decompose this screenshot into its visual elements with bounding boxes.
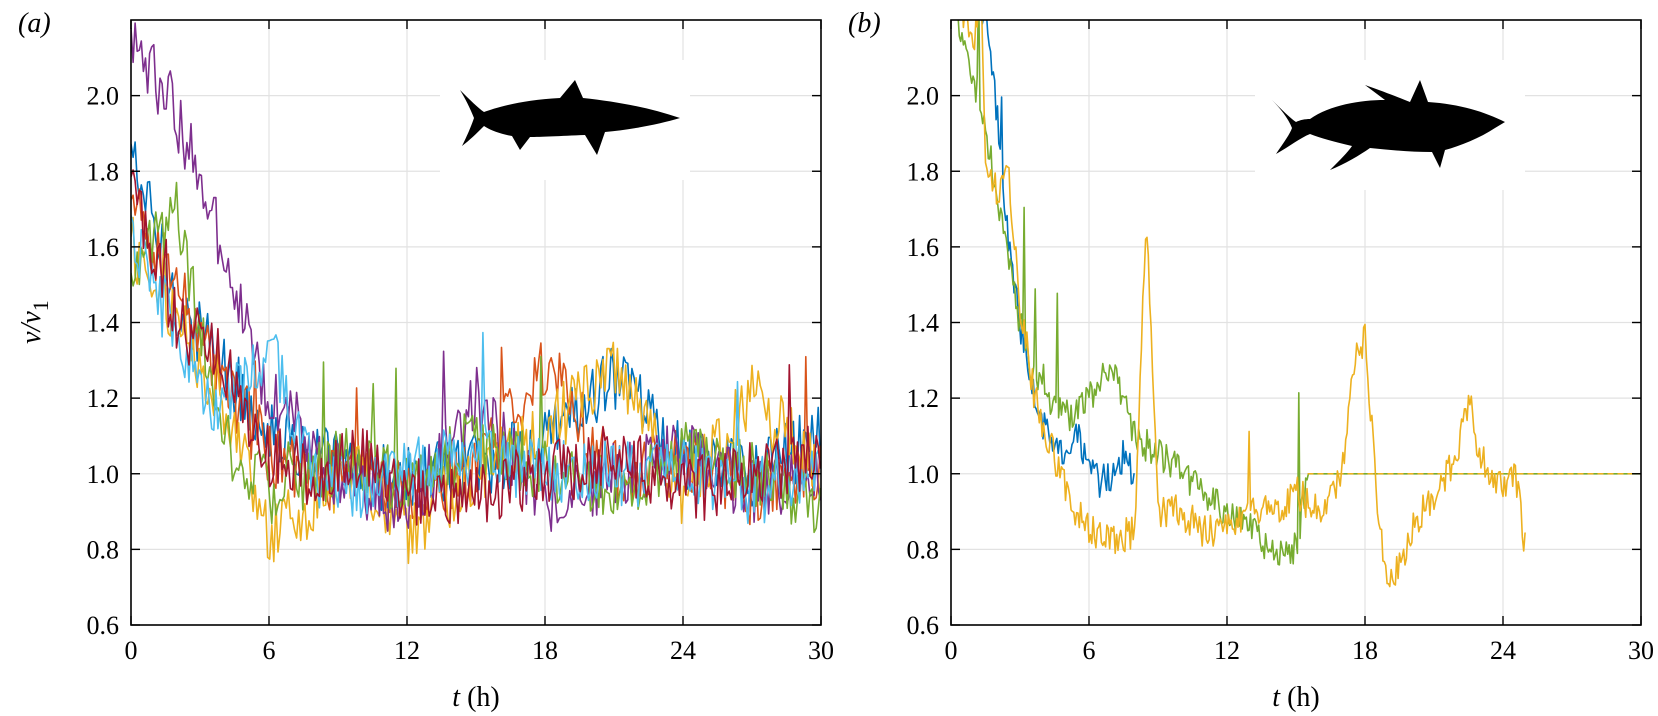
panel-label-a: (a) [18,8,51,39]
x-tick-label-a-5: 30 [808,636,834,665]
x-axis-label-a: t (h) [452,682,499,713]
tuna-icon [1255,60,1525,190]
x-tick-label-a-3: 18 [532,636,558,665]
series-group-a [131,22,821,565]
ticks-a: 0 6 12 18 24 30 0.6 0.8 1.0 1.2 1.4 1.6 1.8 2.0 [87,20,834,665]
x-axis-unit-b: (h) [1280,682,1320,713]
panel-label-b: (b) [848,8,881,39]
x-tick-label-b-2: 12 [1214,636,1240,665]
x-tick-label-b-3: 18 [1352,636,1378,665]
y-tick-label-b-5: 1.6 [907,233,940,262]
y-tick-label-a-3: 1.2 [87,384,120,413]
series-line-a-5 [131,215,821,525]
y-tick-label-b-1: 0.8 [907,535,940,564]
x-tick-label-b-1: 6 [1083,636,1096,665]
x-axis-var-a: t [452,682,461,713]
y-tick-label-b-0: 0.6 [907,611,940,640]
y-tick-label-b-3: 1.2 [907,384,940,413]
series-line-b-1 [957,20,1641,566]
x-tick-label-b-5: 30 [1628,636,1654,665]
x-tick-label-a-4: 24 [670,636,696,665]
x-axis-var-b: t [1272,682,1281,713]
y-tick-label-a-7: 2.0 [87,82,120,111]
y-tick-label-a-1: 0.8 [87,535,120,564]
series-group-b [957,20,1641,588]
y-tick-label-a-6: 1.8 [87,157,120,186]
series-line-b-2 [962,20,1526,588]
x-tick-label-a-1: 6 [263,636,276,665]
x-tick-label-b-0: 0 [945,636,958,665]
y-tick-label-a-5: 1.6 [87,233,120,262]
y-tick-label-b-7: 2.0 [907,82,940,111]
y-axis-var-a: v/v [16,311,47,344]
y-tick-label-a-0: 0.6 [87,611,120,640]
panel-b: 0 6 12 18 24 30 0.6 0.8 1.0 1.2 1.4 1.6 1.8 2.0 (b) t… [848,8,1654,713]
y-axis-sub-a: 1 [28,300,53,311]
ticks-b: 0 6 12 18 24 30 0.6 0.8 1.0 1.2 1.4 1.6 1.8 2.0 [907,20,1654,665]
y-tick-label-b-6: 1.8 [907,157,940,186]
y-tick-label-a-4: 1.4 [87,309,120,338]
x-tick-label-b-4: 24 [1490,636,1516,665]
y-axis-label-a: v/v1 [16,300,53,344]
x-tick-label-a-2: 12 [394,636,420,665]
shark-icon [440,60,690,180]
y-tick-label-a-2: 1.0 [87,460,120,489]
y-tick-label-b-4: 1.4 [907,309,940,338]
y-tick-label-b-2: 1.0 [907,460,940,489]
panel-a: 0 6 12 18 24 30 0.6 0.8 1.0 1.2 1.4 1.6 1.8 2.0 (a) t… [16,8,834,713]
x-axis-label-b: t (h) [1272,682,1319,713]
x-axis-unit-a: (h) [460,682,500,713]
x-tick-label-a-0: 0 [125,636,138,665]
series-line-a-6 [131,169,821,526]
